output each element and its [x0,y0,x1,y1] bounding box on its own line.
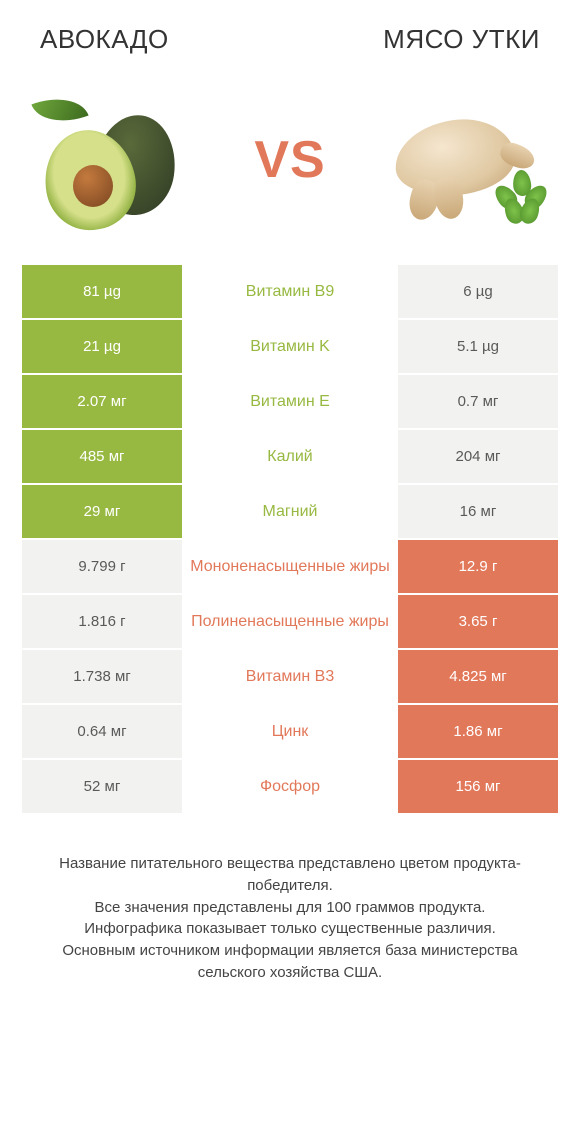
nutrient-label: Витамин B3 [182,650,398,703]
comparison-row: 29 мгМагний16 мг [22,485,558,540]
avocado-image [30,90,200,230]
left-value: 21 µg [22,320,182,373]
right-value: 12.9 г [398,540,558,593]
left-title: АВОКАДО [40,24,169,55]
footer-text: Название питательного вещества представл… [0,815,580,984]
comparison-row: 52 мгФосфор156 мг [22,760,558,815]
right-value: 6 µg [398,265,558,318]
left-value: 485 мг [22,430,182,483]
right-value: 204 мг [398,430,558,483]
right-value: 1.86 мг [398,705,558,758]
comparison-row: 9.799 гМононенасыщенные жиры12.9 г [22,540,558,595]
right-value: 16 мг [398,485,558,538]
nutrient-label: Витамин E [182,375,398,428]
images-row: VS [0,65,580,265]
nutrient-label: Витамин K [182,320,398,373]
left-value: 29 мг [22,485,182,538]
comparison-row: 1.816 гПолиненасыщенные жиры3.65 г [22,595,558,650]
right-value: 0.7 мг [398,375,558,428]
nutrient-label: Калий [182,430,398,483]
comparison-row: 2.07 мгВитамин E0.7 мг [22,375,558,430]
right-value: 3.65 г [398,595,558,648]
vs-label: VS [254,130,325,190]
nutrient-label: Фосфор [182,760,398,813]
nutrient-label: Магний [182,485,398,538]
comparison-row: 81 µgВитамин B96 µg [22,265,558,320]
comparison-rows: 81 µgВитамин B96 µg21 µgВитамин K5.1 µg2… [0,265,580,815]
nutrient-label: Мононенасыщенные жиры [182,540,398,593]
header: АВОКАДО МЯСО УТКИ [0,0,580,65]
left-value: 52 мг [22,760,182,813]
right-title: МЯСО УТКИ [383,24,540,55]
footer-line: Все значения представлены для 100 граммо… [28,897,552,919]
nutrient-label: Витамин B9 [182,265,398,318]
nutrient-label: Цинк [182,705,398,758]
left-value: 2.07 мг [22,375,182,428]
comparison-row: 485 мгКалий204 мг [22,430,558,485]
footer-line: Инфографика показывает только существенн… [28,918,552,940]
nutrient-label: Полиненасыщенные жиры [182,595,398,648]
comparison-row: 21 µgВитамин K5.1 µg [22,320,558,375]
comparison-row: 0.64 мгЦинк1.86 мг [22,705,558,760]
left-value: 81 µg [22,265,182,318]
comparison-row: 1.738 мгВитамин B34.825 мг [22,650,558,705]
left-value: 1.816 г [22,595,182,648]
left-value: 1.738 мг [22,650,182,703]
right-value: 4.825 мг [398,650,558,703]
duck-image [380,90,550,230]
footer-line: Основным источником информации является … [28,940,552,984]
right-value: 156 мг [398,760,558,813]
left-value: 9.799 г [22,540,182,593]
left-value: 0.64 мг [22,705,182,758]
footer-line: Название питательного вещества представл… [28,853,552,897]
right-value: 5.1 µg [398,320,558,373]
